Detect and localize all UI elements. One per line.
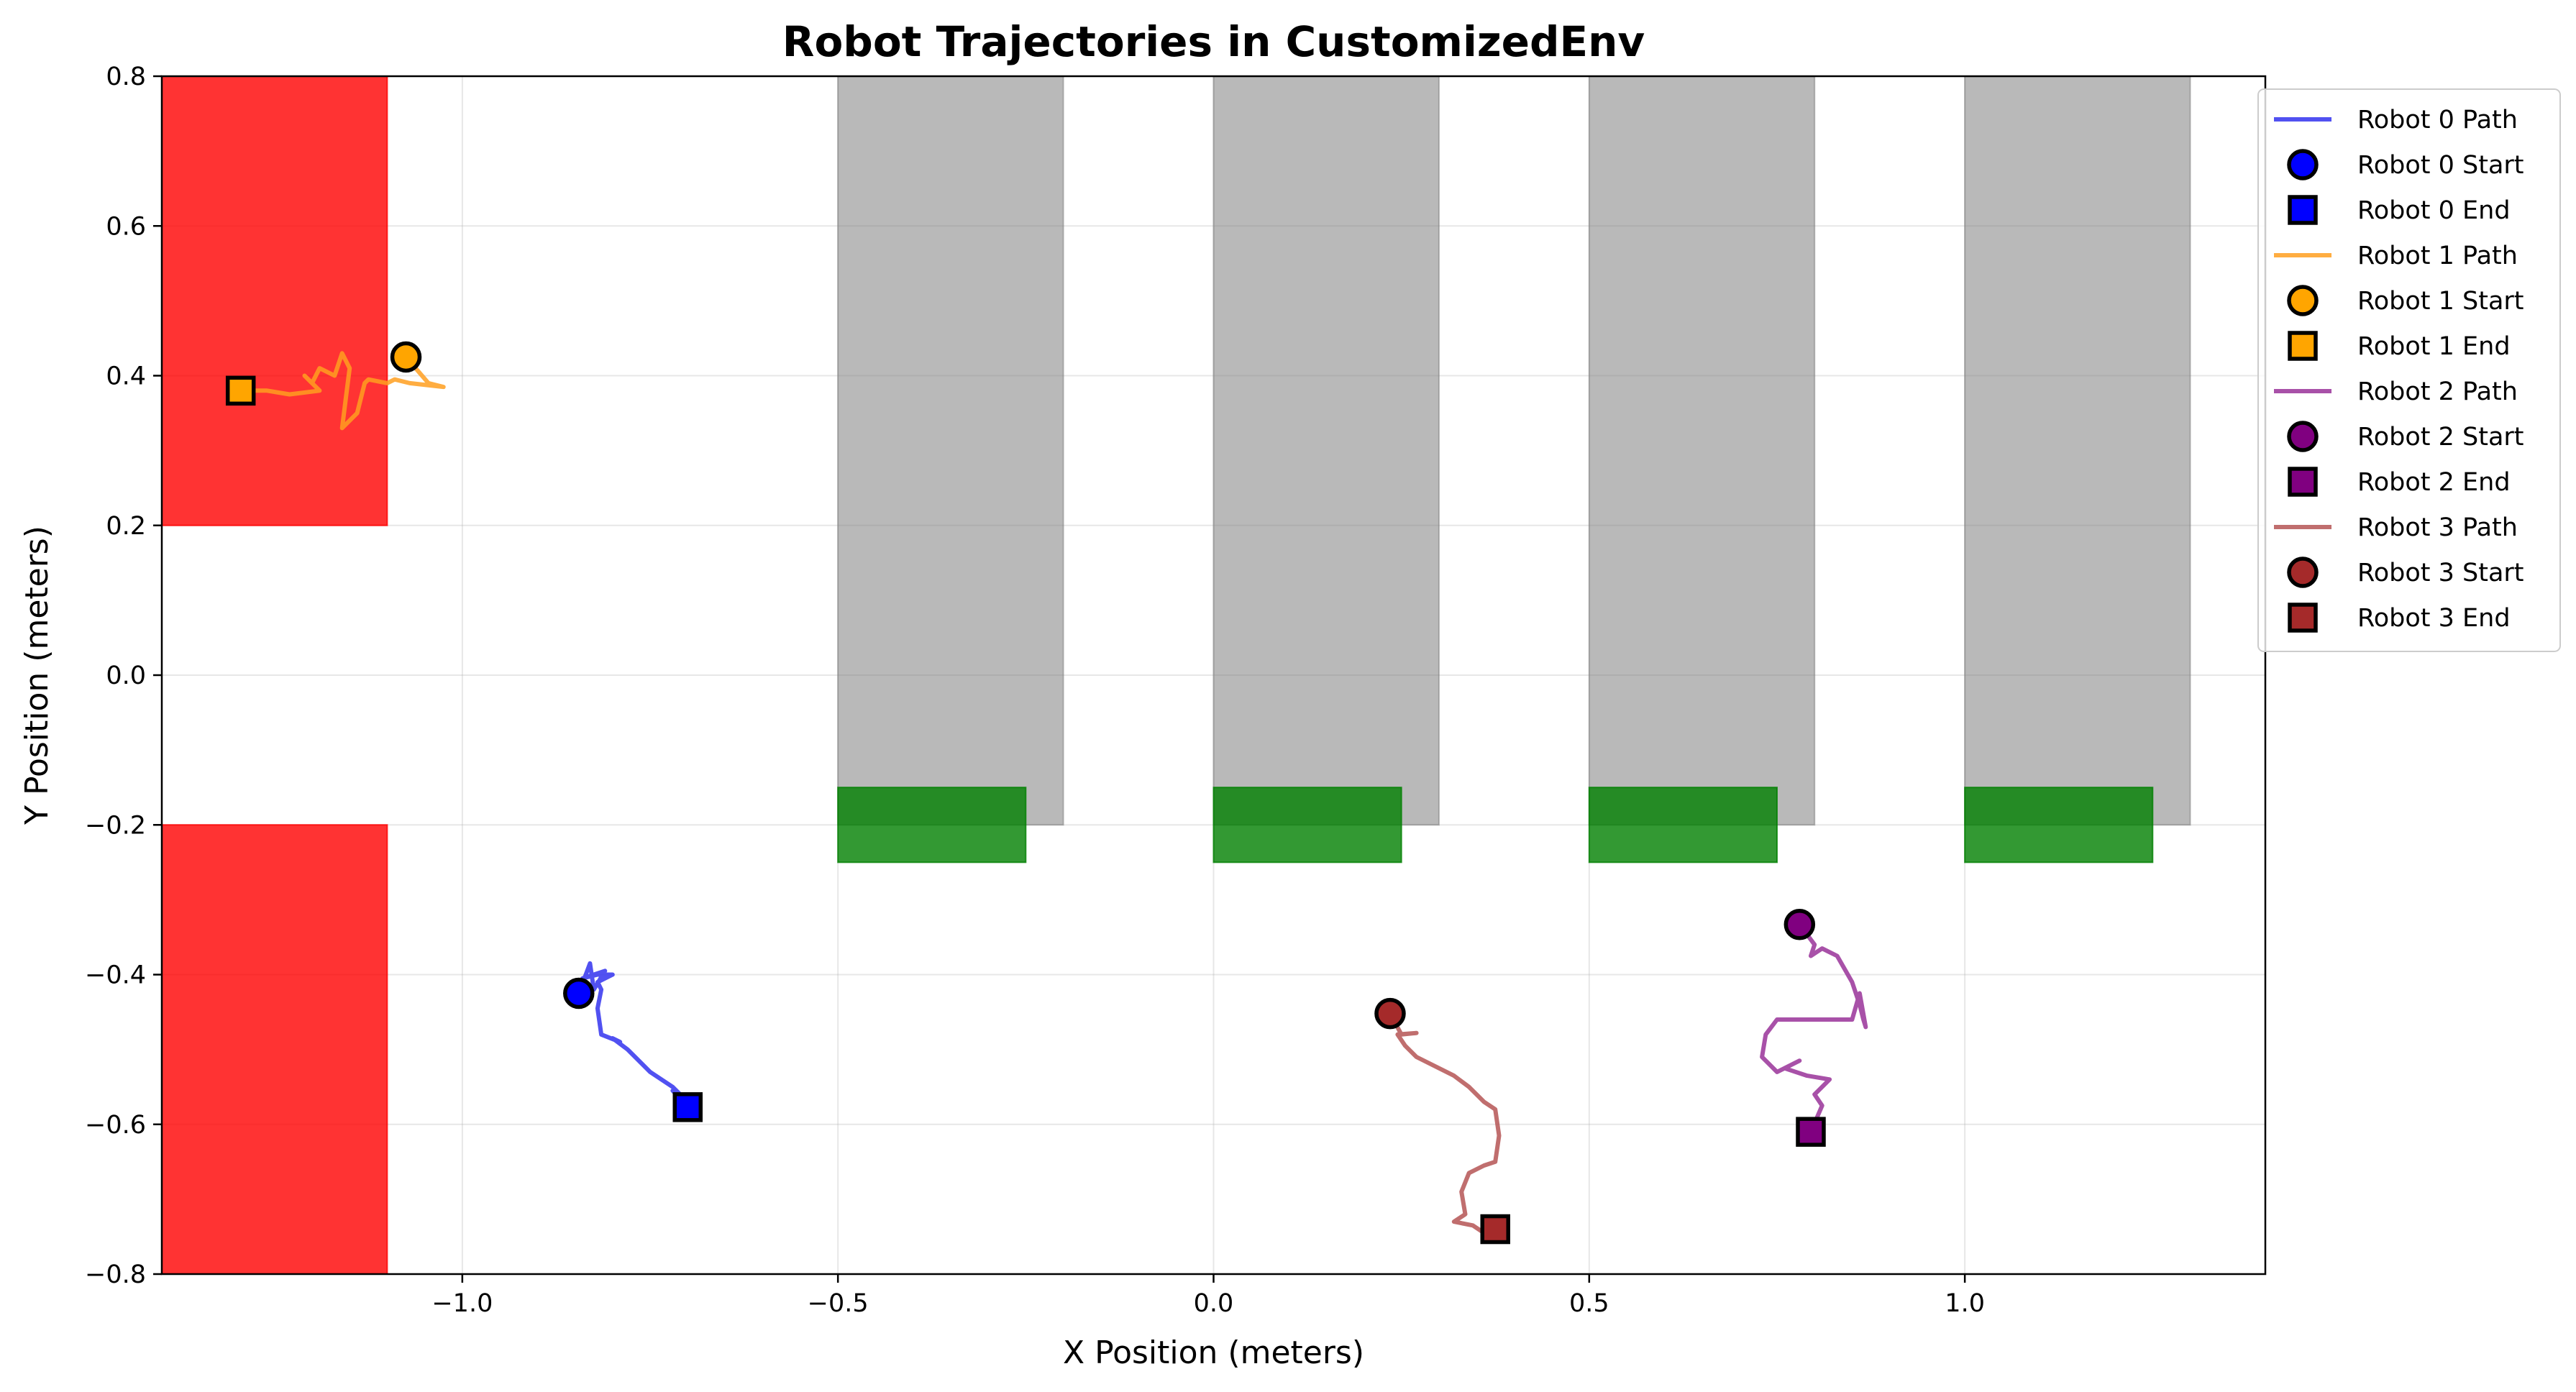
robot-2-end-marker	[1796, 1117, 1826, 1147]
y-tick-label: −0.2	[85, 811, 146, 840]
legend-square-swatch	[2288, 195, 2318, 225]
legend-label: Robot 0 Start	[2357, 151, 2524, 180]
legend-circle-swatch	[2287, 149, 2319, 180]
legend-label: Robot 1 Start	[2357, 287, 2524, 316]
x-tick-label: 1.0	[1945, 1289, 1985, 1318]
legend-label: Robot 1 End	[2357, 332, 2511, 361]
robot-3-start-marker	[1374, 997, 1406, 1030]
gray-column	[1588, 76, 1816, 826]
plot-area: −1.0 −0.5 0.0 0.5 1.0 −0.8 −0.6 −0.4 −0.2 0.0 0.2 0…	[85, 63, 2267, 1318]
y-tick-label: −0.6	[85, 1111, 146, 1140]
red-zone	[162, 76, 388, 526]
legend-label: Robot 0 Path	[2357, 106, 2518, 134]
legend-label: Robot 0 End	[2357, 196, 2511, 225]
green-goal	[1212, 787, 1402, 864]
y-tick-label: 0.2	[106, 512, 146, 541]
legend-label: Robot 1 Path	[2357, 242, 2518, 270]
green-goal	[837, 787, 1027, 864]
y-tick-label: −0.8	[85, 1260, 146, 1289]
legend-entry-robot-2-path: Robot 2 Path	[2274, 377, 2518, 406]
x-tick-label: 0.0	[1194, 1289, 1234, 1318]
gray-column	[1212, 76, 1440, 826]
series	[238, 351, 1868, 1235]
y-tick-label: 0.6	[106, 212, 146, 241]
y-tick-label: 0.0	[106, 661, 146, 690]
legend-circle-swatch	[2287, 557, 2319, 588]
gray-column	[1964, 76, 2191, 826]
gray-column	[837, 76, 1064, 826]
robot-0-start-marker	[563, 977, 595, 1009]
legend-entry-robot-1-end: Robot 1 End	[2288, 331, 2511, 361]
robot-1-path	[238, 351, 446, 431]
robot-2-path	[1760, 922, 1868, 1135]
robot-1-end-marker	[225, 375, 256, 406]
red-zone	[162, 824, 388, 1274]
markers	[225, 341, 1826, 1245]
robot-0-path	[576, 961, 690, 1109]
robot-3-path	[1388, 1011, 1502, 1235]
robot-0-end-marker	[672, 1092, 703, 1122]
legend-square-swatch	[2288, 603, 2318, 633]
x-tick-label: −1.0	[431, 1289, 493, 1318]
robot-1-start-marker	[390, 341, 422, 373]
legend-label: Robot 2 Start	[2357, 423, 2524, 452]
legend-label: Robot 2 Path	[2357, 377, 2518, 406]
y-axis-label: Y Position (meters)	[19, 526, 55, 825]
legend-entry-robot-0-start: Robot 0 Start	[2287, 149, 2524, 180]
legend-box	[2257, 88, 2561, 652]
robot-2-start-marker	[1783, 908, 1816, 940]
legend-entry-robot-1-start: Robot 1 Start	[2287, 285, 2524, 316]
legend-entry-robot-3-path: Robot 3 Path	[2274, 513, 2518, 542]
y-tick-label: 0.8	[106, 63, 146, 91]
legend-circle-swatch	[2287, 285, 2319, 316]
legend-square-swatch	[2288, 331, 2318, 361]
legend-label: Robot 3 Start	[2357, 559, 2524, 587]
legend-circle-swatch	[2287, 421, 2319, 452]
regions	[162, 76, 2191, 1274]
legend-label: Robot 3 Path	[2357, 513, 2518, 542]
green-goal	[1964, 787, 2154, 864]
legend: Robot 0 Path Robot 0 Start Robot 0 End Robo…	[2257, 88, 2561, 652]
legend-label: Robot 2 End	[2357, 468, 2511, 497]
ticks: −1.0 −0.5 0.0 0.5 1.0 −0.8 −0.6 −0.4 −0.2 0.0 0.2 0…	[85, 63, 1985, 1318]
legend-entry-robot-2-start: Robot 2 Start	[2287, 421, 2524, 452]
legend-entry-robot-0-path: Robot 0 Path	[2274, 106, 2518, 134]
x-tick-label: −0.5	[808, 1289, 869, 1318]
x-tick-label: 0.5	[1569, 1289, 1609, 1318]
legend-entry-robot-3-start: Robot 3 Start	[2287, 557, 2524, 588]
chart-title: Robot Trajectories in CustomizedEnv	[782, 17, 1645, 66]
x-axis-label: X Position (meters)	[1063, 1334, 1364, 1371]
legend-entry-robot-3-end: Robot 3 End	[2288, 603, 2511, 633]
y-tick-label: 0.4	[106, 362, 146, 391]
green-goal	[1588, 787, 1778, 864]
legend-entry-robot-2-end: Robot 2 End	[2288, 467, 2511, 497]
robot-3-end-marker	[1480, 1214, 1510, 1245]
legend-entry-robot-1-path: Robot 1 Path	[2274, 242, 2518, 270]
legend-label: Robot 3 End	[2357, 604, 2511, 633]
legend-square-swatch	[2288, 467, 2318, 497]
legend-entry-robot-0-end: Robot 0 End	[2288, 195, 2511, 225]
y-tick-label: −0.4	[85, 961, 146, 990]
